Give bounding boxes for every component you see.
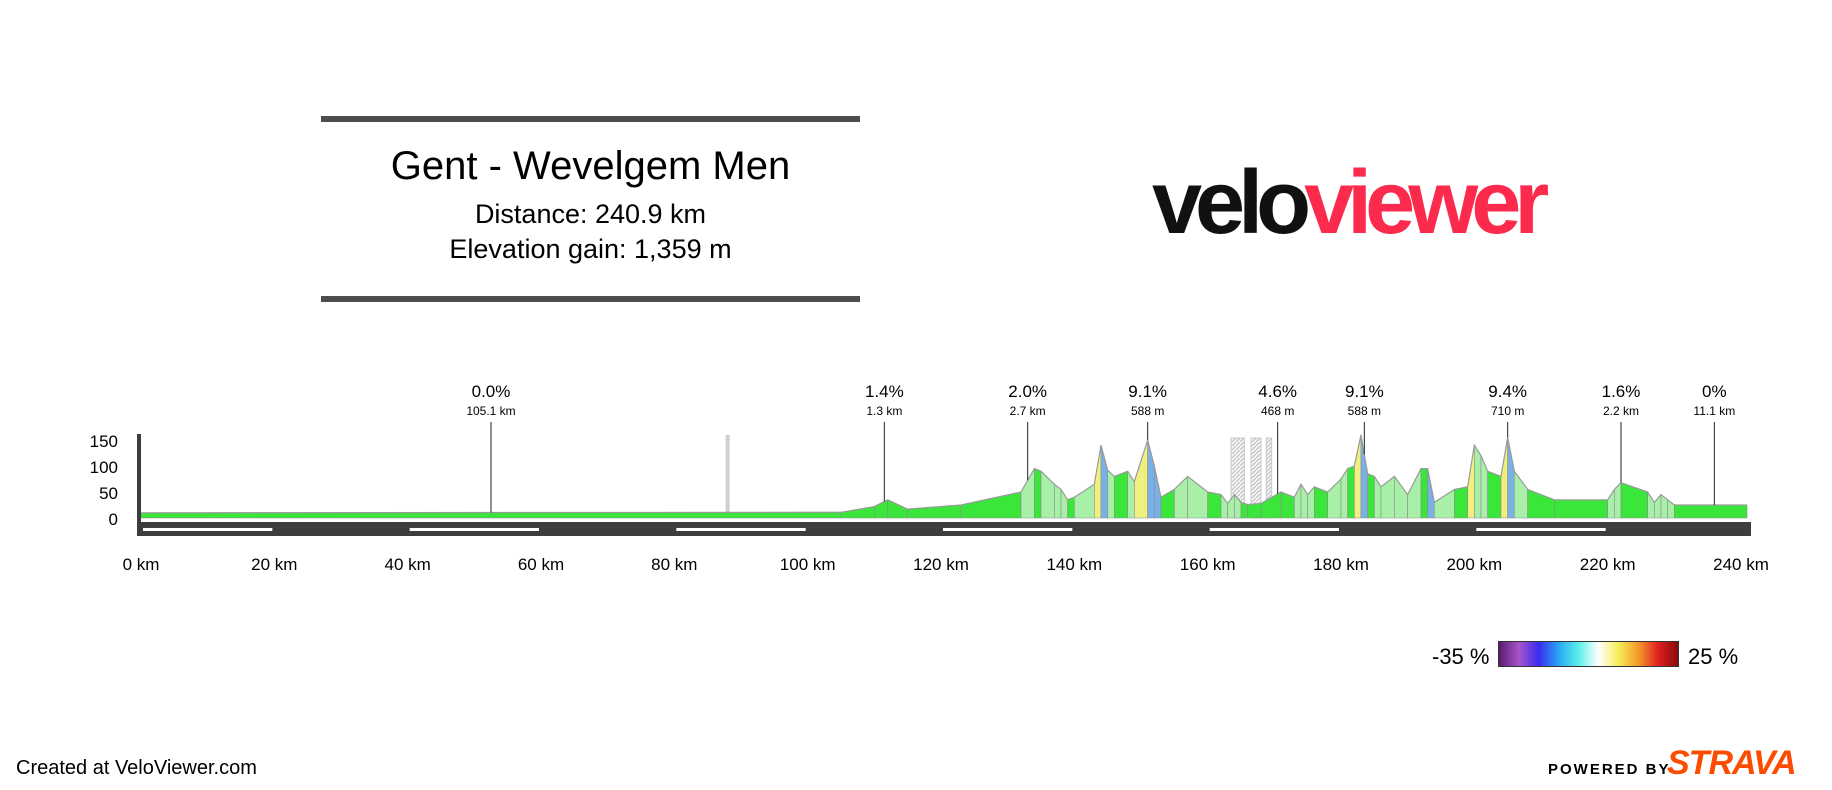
- profile-segment-45: [1407, 468, 1422, 519]
- route-distance: Distance: 240.9 km: [474, 199, 707, 229]
- annotation-length-6: 710 m: [1491, 404, 1524, 418]
- y-tick-label-0: 0: [109, 510, 118, 529]
- profile-segment-66: [1674, 504, 1748, 519]
- profile-segment-62: [1647, 490, 1655, 519]
- elevation-profile-chart: 0 50 100 150 0 km 20 km 40 km 60 km 80 km 100 km 1…: [90, 382, 1769, 574]
- legend-min-label: -35 %: [1432, 644, 1490, 669]
- profile-segment-49: [1454, 486, 1468, 519]
- x-tick-label-1: 20 km: [251, 555, 297, 574]
- y-tick-label-1: 50: [99, 484, 118, 503]
- axis-dash-160: [1209, 528, 1339, 531]
- annotation-gradient-8: 0%: [1702, 382, 1727, 401]
- axis-dash-0: [143, 528, 273, 531]
- x-tick-label-2: 40 km: [385, 555, 431, 574]
- powered-by-label: POWERED BY: [1548, 761, 1671, 778]
- title-bottom-rule: [321, 296, 860, 302]
- annotation-gradient-6: 9.4%: [1488, 382, 1527, 401]
- axis-dash-120: [943, 528, 1073, 531]
- annotation-gradient-4: 4.6%: [1258, 382, 1297, 401]
- x-tick-label-3: 60 km: [518, 555, 564, 574]
- profile-segment-11: [1067, 496, 1075, 519]
- profile-segment-7: [1034, 468, 1042, 519]
- profile-segment-32: [1294, 484, 1302, 519]
- profile-segment-5: [960, 491, 1022, 519]
- x-tick-label-10: 200 km: [1446, 555, 1502, 574]
- profile-segment-52: [1480, 455, 1488, 519]
- profile-segment-43: [1380, 475, 1395, 519]
- profile-segment-51: [1474, 444, 1482, 519]
- profile-segment-24: [1207, 491, 1222, 519]
- annotation-length-0: 105.1 km: [466, 404, 515, 418]
- profile-segment-29: [1247, 503, 1262, 519]
- logo-velo: velo: [1152, 153, 1311, 253]
- profile-segment-37: [1340, 467, 1348, 519]
- annotation-length-3: 588 m: [1131, 404, 1164, 418]
- x-tick-label-0: 0 km: [123, 555, 160, 574]
- annotation-gradient-0: 0.0%: [472, 382, 511, 401]
- axis-dash-80: [676, 528, 806, 531]
- annotation-length-8: 11.1 km: [1693, 404, 1735, 418]
- title-box: Gent - Wevelgem Men Distance: 240.9 km E…: [321, 116, 860, 302]
- x-tick-label-6: 120 km: [913, 555, 969, 574]
- annotation-gradient-3: 9.1%: [1128, 382, 1167, 401]
- profile-segment-17: [1127, 470, 1135, 519]
- profile-segment-38: [1347, 465, 1355, 519]
- annotation-length-1: 1.3 km: [866, 404, 902, 418]
- profile-segment-44: [1394, 475, 1408, 519]
- profile-segment-46: [1420, 468, 1428, 519]
- profile-segment-53: [1487, 470, 1502, 519]
- profile-segment-15: [1107, 469, 1115, 519]
- route-elevation-gain: Elevation gain: 1,359 m: [449, 234, 732, 264]
- profile-segment-23: [1187, 475, 1208, 519]
- logo-viewer: viewer: [1304, 153, 1549, 253]
- y-tick-label-3: 150: [90, 432, 118, 451]
- profile-segment-64: [1660, 493, 1668, 519]
- annotation-length-4: 468 m: [1261, 404, 1294, 418]
- x-tick-label-8: 160 km: [1180, 555, 1236, 574]
- y-axis-line: [137, 434, 141, 524]
- x-tick-label-11: 220 km: [1580, 555, 1636, 574]
- profile-segment-56: [1514, 470, 1528, 519]
- gradient-legend-bar: [1498, 641, 1679, 667]
- profile-segment-58: [1554, 499, 1608, 519]
- profile-segment-41: [1367, 473, 1375, 519]
- route-title: Gent - Wevelgem Men: [390, 144, 791, 188]
- legend-max-label: 25 %: [1688, 644, 1739, 669]
- annotation-length-2: 2.7 km: [1010, 404, 1046, 418]
- axis-dash-200: [1476, 528, 1606, 531]
- profile-segment-3: [887, 499, 908, 519]
- x-tick-label-7: 140 km: [1046, 555, 1102, 574]
- profile-segment-12: [1074, 483, 1095, 519]
- strava-logo: STRAVA: [1667, 744, 1797, 782]
- x-tick-label-4: 80 km: [651, 555, 697, 574]
- annotation-gradient-2: 2.0%: [1008, 382, 1047, 401]
- created-at-credit: Created at VeloViewer.com: [16, 757, 257, 779]
- profile-segment-16: [1114, 470, 1128, 519]
- profile-segment-39: [1354, 434, 1362, 519]
- marker-line-0: [725, 435, 730, 518]
- annotation-length-7: 2.2 km: [1603, 404, 1639, 418]
- profile-segment-55: [1507, 437, 1515, 519]
- annotation-gradient-1: 1.4%: [865, 382, 904, 401]
- y-tick-label-2: 100: [90, 458, 118, 477]
- profile-segment-18: [1134, 439, 1148, 519]
- annotation-gradient-7: 1.6%: [1602, 382, 1641, 401]
- title-top-rule: [321, 116, 860, 122]
- profile-segment-54: [1500, 437, 1508, 519]
- profile-segment-48: [1434, 488, 1455, 519]
- profile-segment-1: [840, 506, 875, 519]
- annotation-gradient-5: 9.1%: [1345, 382, 1384, 401]
- profile-segment-57: [1527, 488, 1555, 519]
- veloviewer-logo: veloviewer: [1152, 158, 1549, 248]
- x-tick-label-9: 180 km: [1313, 555, 1369, 574]
- annotation-length-5: 588 m: [1348, 404, 1381, 418]
- profile-outline: [140, 434, 1747, 514]
- x-tick-label-12: 240 km: [1713, 555, 1769, 574]
- x-tick-label-5: 100 km: [780, 555, 836, 574]
- axis-dash-40: [409, 528, 539, 531]
